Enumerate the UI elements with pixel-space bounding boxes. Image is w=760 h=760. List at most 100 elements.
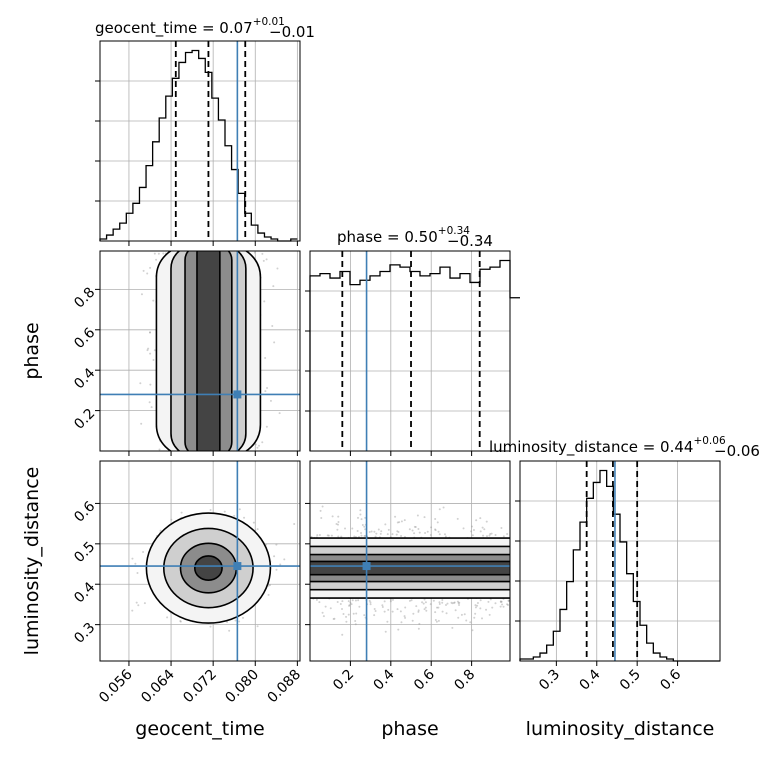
scatter-point (278, 412, 281, 415)
scatter-point (377, 528, 380, 531)
scatter-point (180, 511, 183, 514)
scatter-point (391, 610, 394, 613)
scatter-point (321, 505, 324, 508)
scatter-point (458, 604, 461, 607)
scatter-point (453, 601, 456, 604)
xlabel-phase: phase (381, 718, 438, 740)
scatter-point (450, 601, 453, 604)
scatter-point (474, 612, 477, 615)
scatter-point (502, 605, 505, 608)
scatter-point (395, 533, 398, 536)
scatter-point (266, 387, 269, 390)
xlabel-luminosity-distance: luminosity_distance (526, 718, 715, 740)
scatter-point (364, 528, 367, 531)
scatter-point (460, 613, 463, 616)
scatter-point (441, 601, 444, 604)
panel-hist-luminosity_distance (519, 460, 721, 662)
scatter-point (345, 615, 348, 618)
scatter-point (347, 600, 350, 603)
scatter-point (481, 526, 484, 529)
scatter-point (506, 603, 509, 606)
scatter-point (358, 605, 361, 608)
scatter-point (272, 285, 275, 288)
scatter-point (351, 599, 354, 602)
scatter-point (339, 602, 342, 605)
scatter-point (424, 601, 427, 604)
scatter-point (437, 619, 440, 622)
scatter-point (422, 602, 425, 605)
scatter-point (436, 606, 439, 609)
scatter-point (470, 525, 473, 528)
scatter-point (335, 522, 338, 525)
scatter-point (256, 625, 259, 628)
scatter-point (179, 620, 182, 623)
scatter-point (179, 619, 182, 622)
title-geocent-time: geocent_time = 0.07+0.01 (95, 16, 285, 38)
scatter-point (140, 293, 143, 296)
panel-hist-phase (309, 250, 511, 452)
phase-y-tick-label: 0.4 (71, 365, 98, 392)
geocent-time-x-tick-label: 0.072 (180, 667, 220, 707)
scatter-point (444, 603, 447, 606)
scatter-point (473, 616, 476, 619)
scatter-point (336, 523, 339, 526)
scatter-point (261, 252, 264, 255)
scatter-point (258, 444, 261, 447)
scatter-point (324, 605, 327, 608)
hist-luminosity-distance-x-tick-label: 0.5 (617, 667, 644, 694)
scatter-point (134, 562, 137, 565)
scatter-point (359, 513, 362, 516)
scatter-point (458, 601, 461, 604)
scatter-point (438, 533, 441, 536)
hist-luminosity-distance-x-tick-label: 0.6 (657, 666, 684, 693)
scatter-point (159, 529, 162, 532)
scatter-point (242, 616, 245, 619)
scatter-point (318, 601, 321, 604)
scatter-point (417, 609, 420, 612)
scatter-point (352, 612, 355, 615)
scatter-point (381, 604, 384, 607)
phase-x-tick-label: 0.2 (330, 667, 357, 694)
scatter-point (434, 611, 437, 614)
scatter-point (451, 602, 454, 605)
hist-grid-geocent_time (128, 41, 298, 241)
scatter-point (319, 509, 322, 512)
title-geocent-time-minus: −0.01 (269, 23, 315, 41)
scatter-point (499, 605, 502, 608)
scatter-point (417, 528, 420, 531)
scatter-point (146, 349, 149, 352)
scatter-point (342, 613, 345, 616)
scatter-point (436, 521, 439, 524)
scatter-point (340, 535, 343, 538)
scatter-point (353, 535, 356, 538)
scatter-point (318, 534, 321, 537)
scatter-point (148, 331, 151, 334)
scatter-point (426, 530, 429, 533)
scatter-point (368, 530, 371, 533)
scatter-point (417, 610, 420, 613)
scatter-point (374, 610, 377, 613)
geocent-time-x-tick-label: 0.080 (222, 667, 262, 707)
scatter-point (403, 615, 406, 618)
panel-hist-geocent_time (99, 40, 301, 242)
scatter-point (234, 619, 237, 622)
scatter-point (320, 517, 323, 520)
scatter-point (321, 611, 324, 614)
title-luminosity-distance-minus: −0.06 (714, 442, 760, 460)
scatter-point (494, 602, 497, 605)
scatter-point (456, 517, 459, 520)
scatter-point (152, 299, 155, 302)
scatter-point (209, 625, 212, 628)
scatter-point (373, 608, 376, 611)
scatter-point (429, 533, 432, 536)
title-phase: phase = 0.50+0.34 (337, 225, 470, 246)
scatter-point (441, 599, 444, 602)
scatter-point (354, 619, 357, 622)
hist-luminosity-distance-x-tick-label: 0.3 (536, 667, 563, 694)
scatter-point (501, 603, 504, 606)
scatter-point (465, 619, 468, 622)
scatter-point (429, 603, 432, 606)
scatter-point (355, 612, 358, 615)
scatter-point (430, 526, 433, 529)
scatter-point (350, 603, 353, 606)
